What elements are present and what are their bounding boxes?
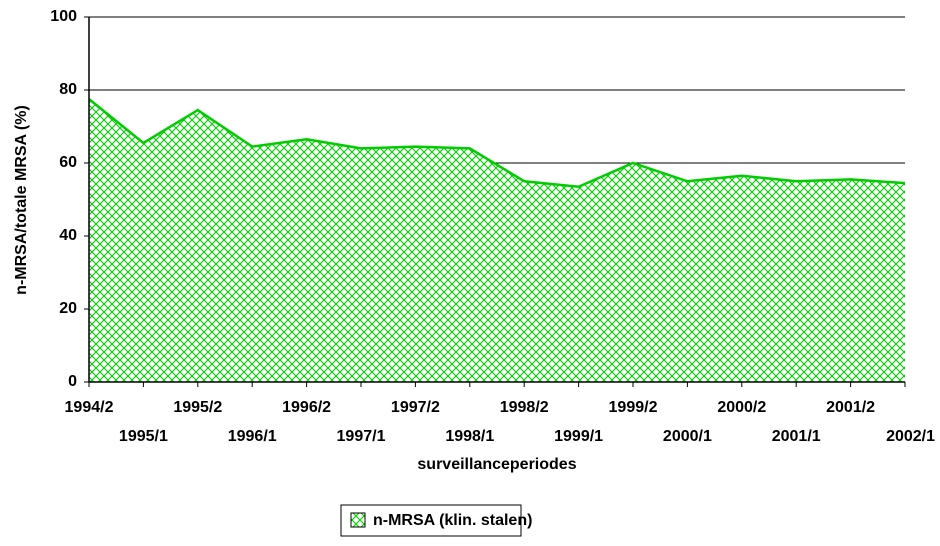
x-tick-label: 1996/1 — [228, 428, 277, 445]
x-tick-label: 2001/1 — [772, 428, 821, 445]
x-tick-label: 1997/1 — [337, 428, 386, 445]
x-tick-label: 2002/1 — [886, 428, 935, 445]
legend-swatch — [350, 512, 366, 528]
x-tick-label: 2000/2 — [717, 399, 766, 416]
y-tick-label: 80 — [59, 81, 77, 98]
x-tick-label: 1999/2 — [609, 399, 658, 416]
line — [88, 98, 906, 189]
x-tick-label: 2000/1 — [663, 428, 712, 445]
y-tick-label: 20 — [59, 300, 77, 317]
x-tick-label: 2001/2 — [826, 399, 875, 416]
y-tick-label: 0 — [68, 373, 77, 390]
x-axis-label: surveillanceperiodes — [417, 456, 576, 473]
x-tick-label: 1999/1 — [554, 428, 603, 445]
x-tick-label: 1996/2 — [282, 399, 331, 416]
x-tick-label: 1995/1 — [119, 428, 168, 445]
x-tick-label: 1998/2 — [500, 399, 549, 416]
x-tick-label: 1997/2 — [391, 399, 440, 416]
x-tick-label: 1994/2 — [65, 399, 114, 416]
x-tick-label: 1998/1 — [445, 428, 494, 445]
area — [89, 99, 905, 382]
legend-box — [340, 504, 522, 537]
legend-label: n-MRSA (klin. stalen) — [373, 512, 532, 529]
y-tick-label: 40 — [59, 227, 77, 244]
y-tick-label: 60 — [59, 154, 77, 171]
x-tick-label: 1995/2 — [173, 399, 222, 416]
y-axis-label: n-MRSA/totale MRSA (%) — [13, 105, 30, 295]
y-tick-label: 100 — [50, 8, 77, 25]
